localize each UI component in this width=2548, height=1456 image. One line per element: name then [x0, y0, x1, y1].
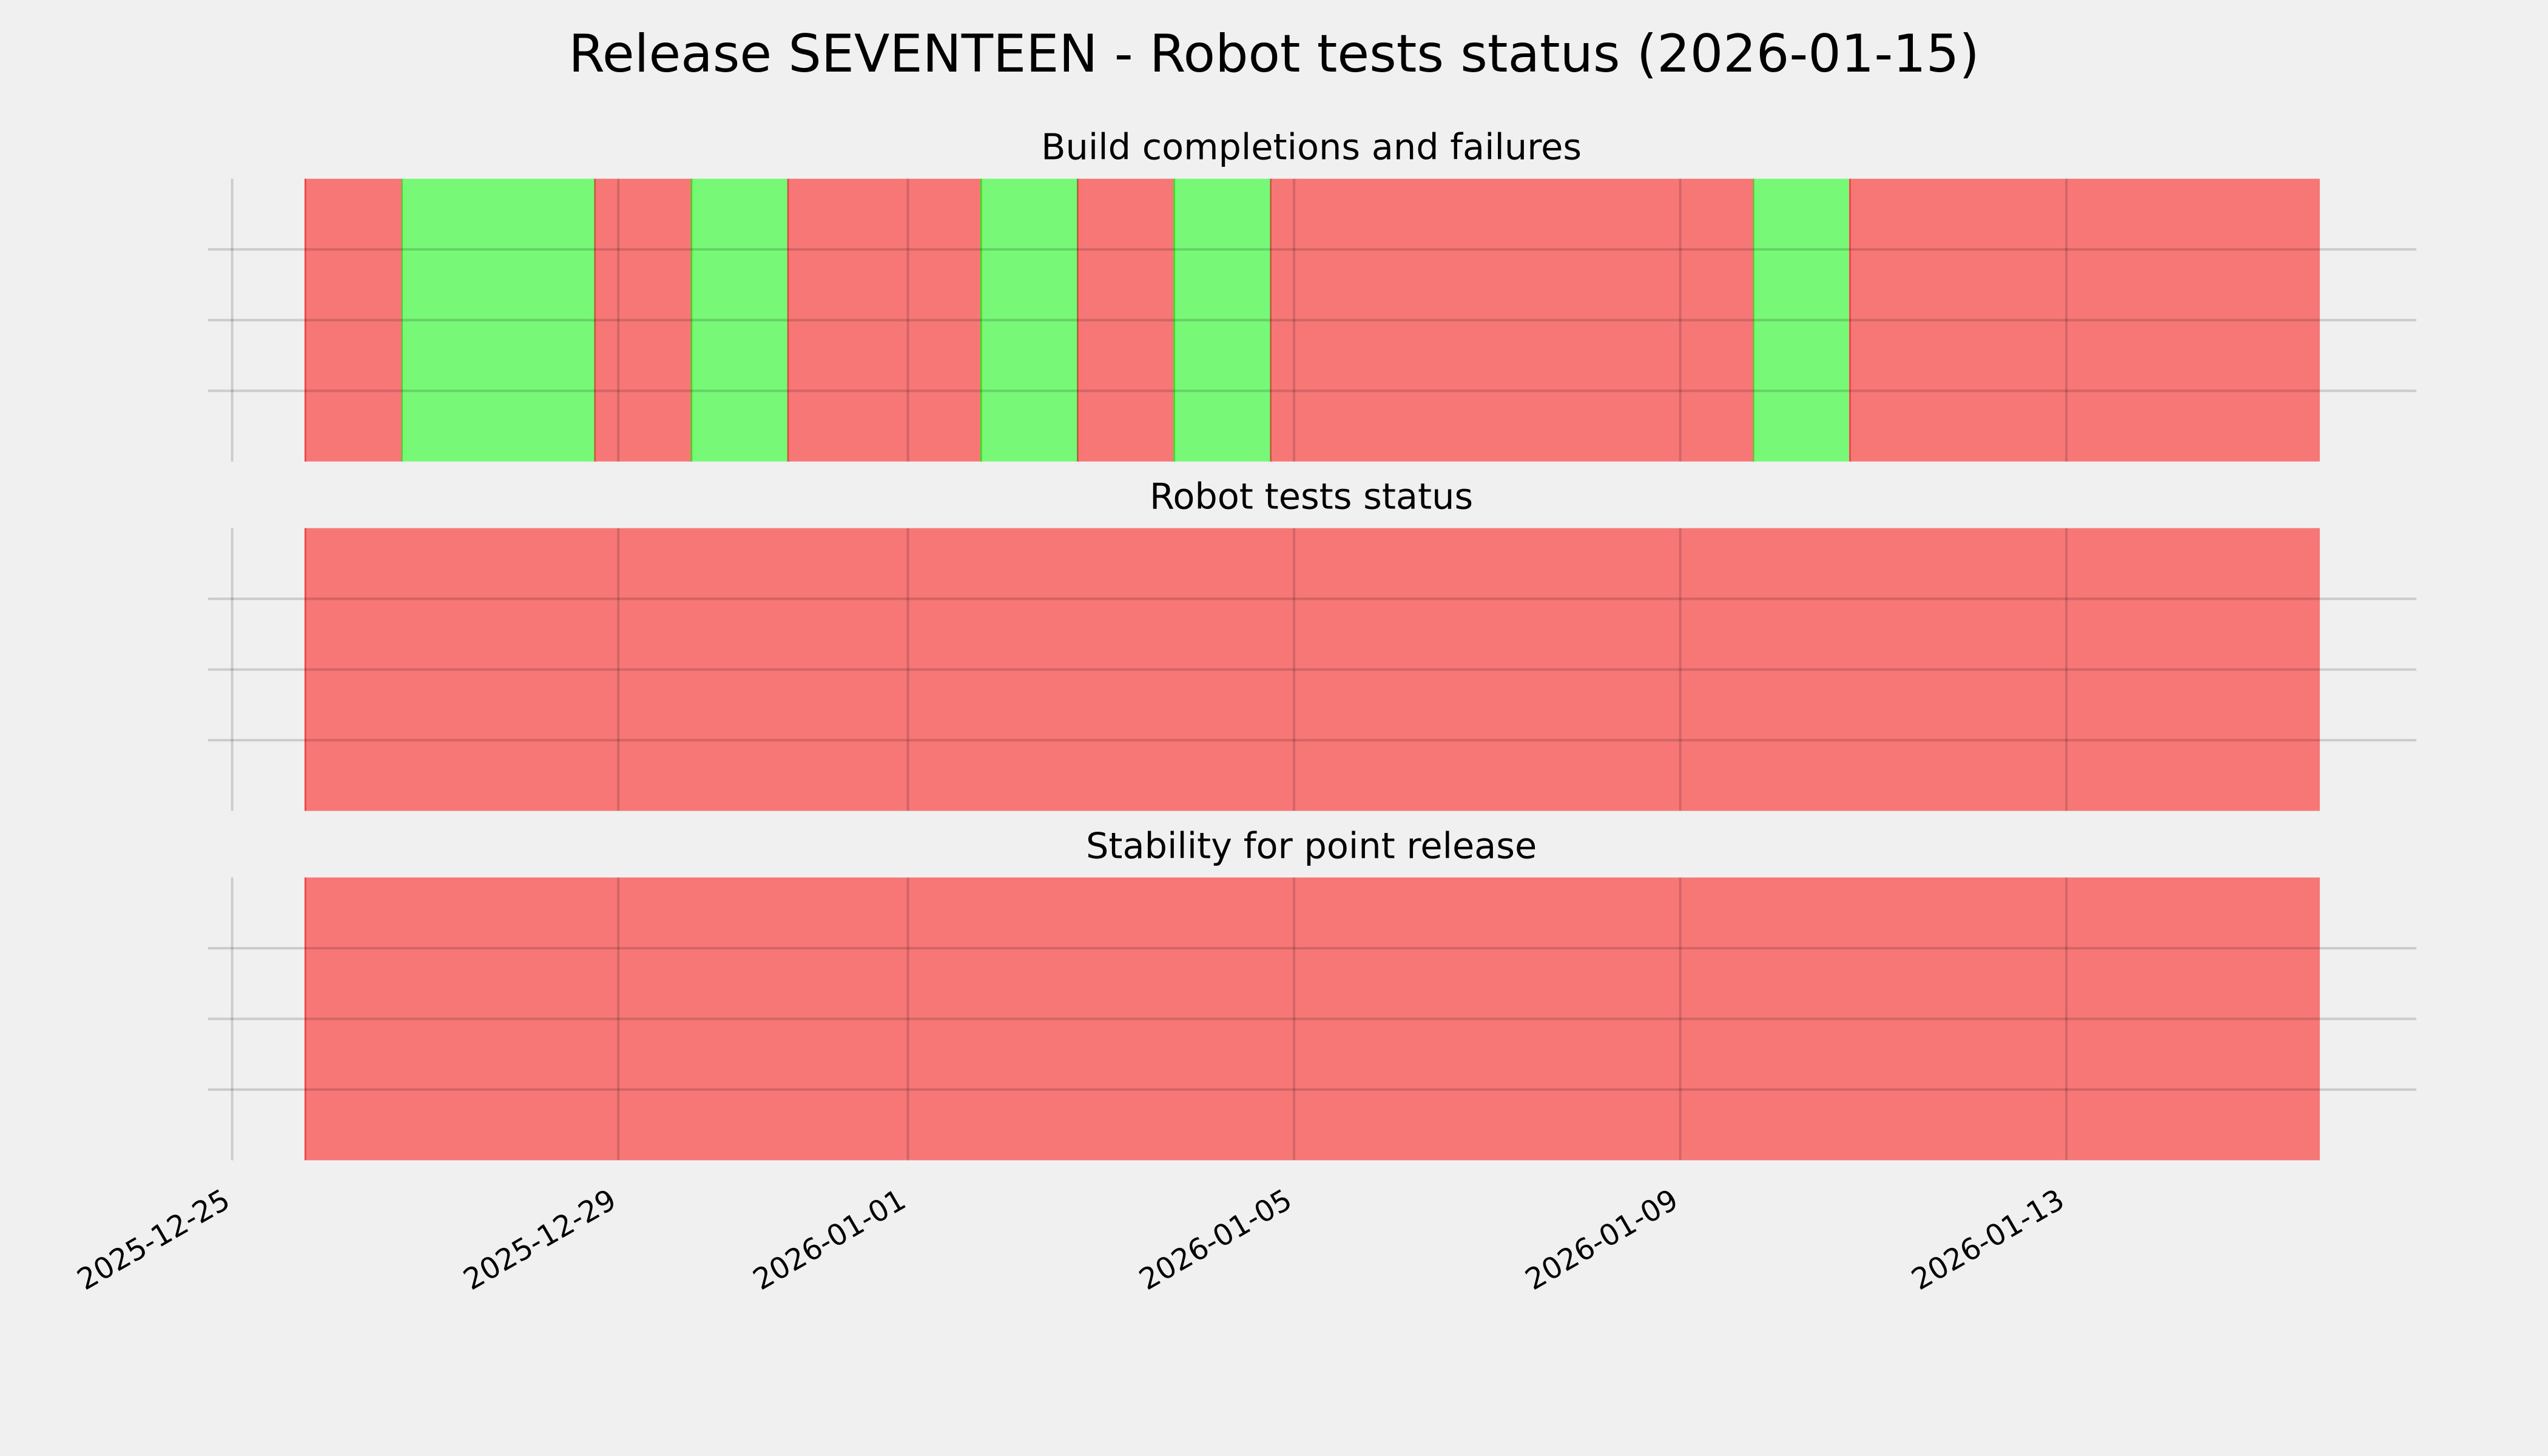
segment-fail — [304, 528, 2320, 811]
panel-2: Robot tests status — [207, 475, 2417, 811]
segment-fail — [1270, 178, 1753, 462]
segment-fail — [1849, 178, 2320, 462]
segment-pass — [1752, 178, 1850, 462]
segment-fail — [1077, 178, 1174, 462]
segment-pass — [690, 178, 787, 462]
panel-title: Robot tests status — [1150, 475, 1473, 517]
panel-1: Build completions and failures — [207, 126, 2417, 462]
panel-3: Stability for point release — [207, 824, 2417, 1161]
chart-title: Release SEVENTEEN - Robot tests status (… — [568, 24, 1980, 84]
segment-fail — [304, 178, 402, 462]
panel-title: Build completions and failures — [1041, 126, 1582, 168]
segment-pass — [980, 178, 1077, 462]
segment-fail — [304, 877, 2320, 1161]
segment-fail — [594, 178, 691, 462]
segment-pass — [401, 178, 595, 462]
segment-fail — [787, 178, 980, 462]
panel-title: Stability for point release — [1086, 824, 1537, 866]
segment-pass — [1173, 178, 1270, 462]
